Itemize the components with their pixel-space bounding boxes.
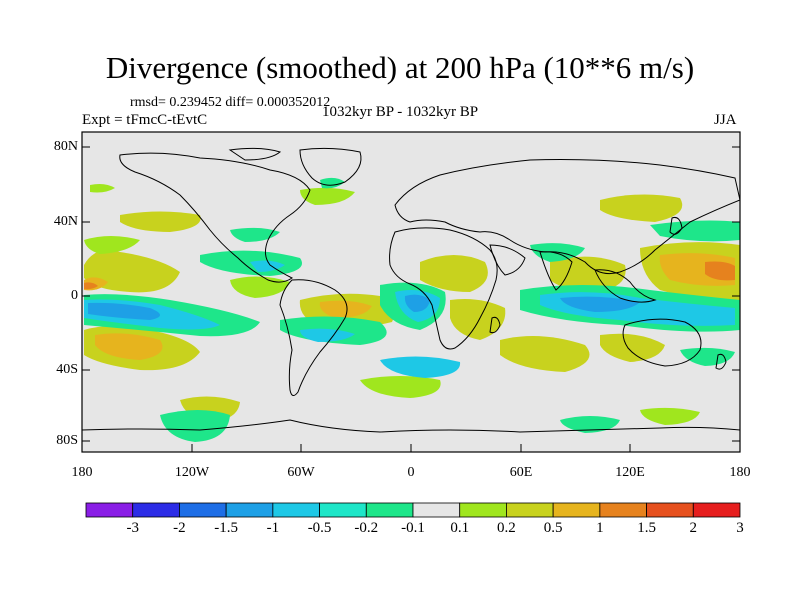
- colorbar-label: -3: [126, 520, 139, 536]
- colorbar-label: -0.1: [401, 520, 425, 536]
- coastline-arabia: [489, 244, 526, 276]
- positive-regions-strong: [84, 253, 735, 360]
- colorbar-label: 0.2: [497, 520, 516, 536]
- positive-regions-peak: [84, 261, 735, 290]
- colorbar-swatch: [646, 502, 694, 518]
- colorbar-swatch: [272, 502, 320, 518]
- x-tick-label: 180: [71, 465, 93, 480]
- colorbar-swatch: [132, 502, 180, 518]
- colorbar-swatch: [319, 502, 367, 518]
- coastline-india: [539, 251, 573, 291]
- coastline-arctic-islands: [228, 147, 282, 161]
- coastline-australia: [622, 318, 702, 367]
- coastline-north-america: [119, 152, 311, 283]
- coastline-new-zealand: [715, 353, 727, 370]
- coastline-antarctica: [82, 419, 740, 433]
- period-label: 1032kyr BP - 1032kyr BP: [322, 104, 479, 120]
- colorbar-label: 3: [736, 520, 744, 536]
- colorbar-swatch: [225, 502, 274, 518]
- colorbar-label: 0.1: [450, 520, 470, 536]
- colorbar-swatch: [412, 502, 461, 518]
- x-tick-label: 60W: [287, 465, 315, 480]
- negative-regions-strong: [88, 294, 640, 320]
- coastline-japan: [669, 217, 683, 235]
- colorbar-swatch: [692, 502, 741, 518]
- colorbar-label: 0.5: [543, 520, 563, 536]
- colorbar-swatch: [599, 502, 647, 518]
- colorbar-swatch: [552, 502, 601, 518]
- y-tick-label: 0: [71, 288, 78, 303]
- experiment-label: Expt = tFmcC-tEvtC: [82, 112, 208, 128]
- contour-fills: [84, 177, 740, 442]
- stats-text: rmsd= 0.239452 diff= 0.000352012: [130, 95, 331, 110]
- colorbar-swatch: [365, 502, 414, 518]
- colorbar-label: -0.5: [307, 520, 332, 536]
- colorbar-swatch: [459, 502, 507, 518]
- colorbar-label: 2: [689, 520, 698, 536]
- coastline-eurasia: [394, 159, 740, 275]
- colorbar-label: -0.2: [354, 520, 379, 536]
- x-tick-label: 180: [729, 465, 751, 480]
- x-tick-label: 60E: [509, 465, 533, 480]
- y-tick-label: 40S: [56, 362, 78, 377]
- colorbar-swatch: [85, 502, 134, 518]
- x-tick-label: 120E: [615, 465, 645, 480]
- y-tick-label: 80N: [53, 139, 78, 154]
- colorbar: [85, 502, 741, 518]
- x-tick-label: 0: [407, 465, 415, 480]
- colorbar-label: -1.5: [214, 520, 239, 536]
- y-tick-label: 40N: [53, 214, 78, 229]
- coastline-south-america: [279, 279, 348, 396]
- colorbar-swatch: [179, 502, 227, 518]
- colorbar-label: -1: [266, 520, 280, 536]
- map-title: Divergence (smoothed) at 200 hPa (10**6 …: [105, 50, 695, 85]
- y-tick-label: 80S: [56, 433, 78, 448]
- coastline-greenland: [299, 147, 362, 186]
- axis-ticks: [82, 146, 740, 452]
- coastline-southeast-asia: [594, 269, 657, 303]
- colorbar-label: -2: [173, 520, 186, 536]
- colorbar-label: 1: [596, 520, 604, 536]
- coastlines: [82, 147, 740, 433]
- colorbar-label: 1.5: [637, 520, 656, 536]
- season-label: JJA: [714, 112, 737, 128]
- coastline-madagascar: [489, 316, 501, 334]
- coastline-africa: [389, 227, 498, 350]
- colorbar-swatch: [506, 502, 554, 518]
- x-tick-label: 120W: [174, 465, 210, 480]
